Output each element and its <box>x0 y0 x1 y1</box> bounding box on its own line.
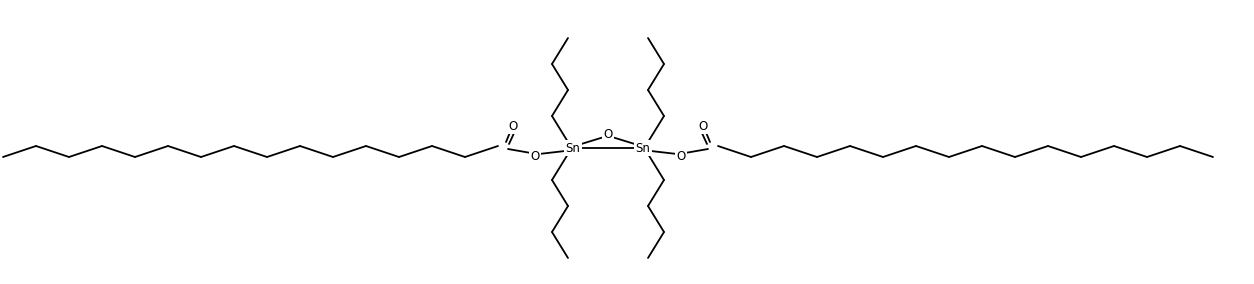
Text: Sn: Sn <box>636 141 651 154</box>
Text: Sn: Sn <box>566 141 581 154</box>
Text: O: O <box>508 120 518 133</box>
Text: O: O <box>530 149 539 162</box>
Text: O: O <box>698 120 707 133</box>
Text: O: O <box>603 128 613 141</box>
Text: O: O <box>676 149 686 162</box>
